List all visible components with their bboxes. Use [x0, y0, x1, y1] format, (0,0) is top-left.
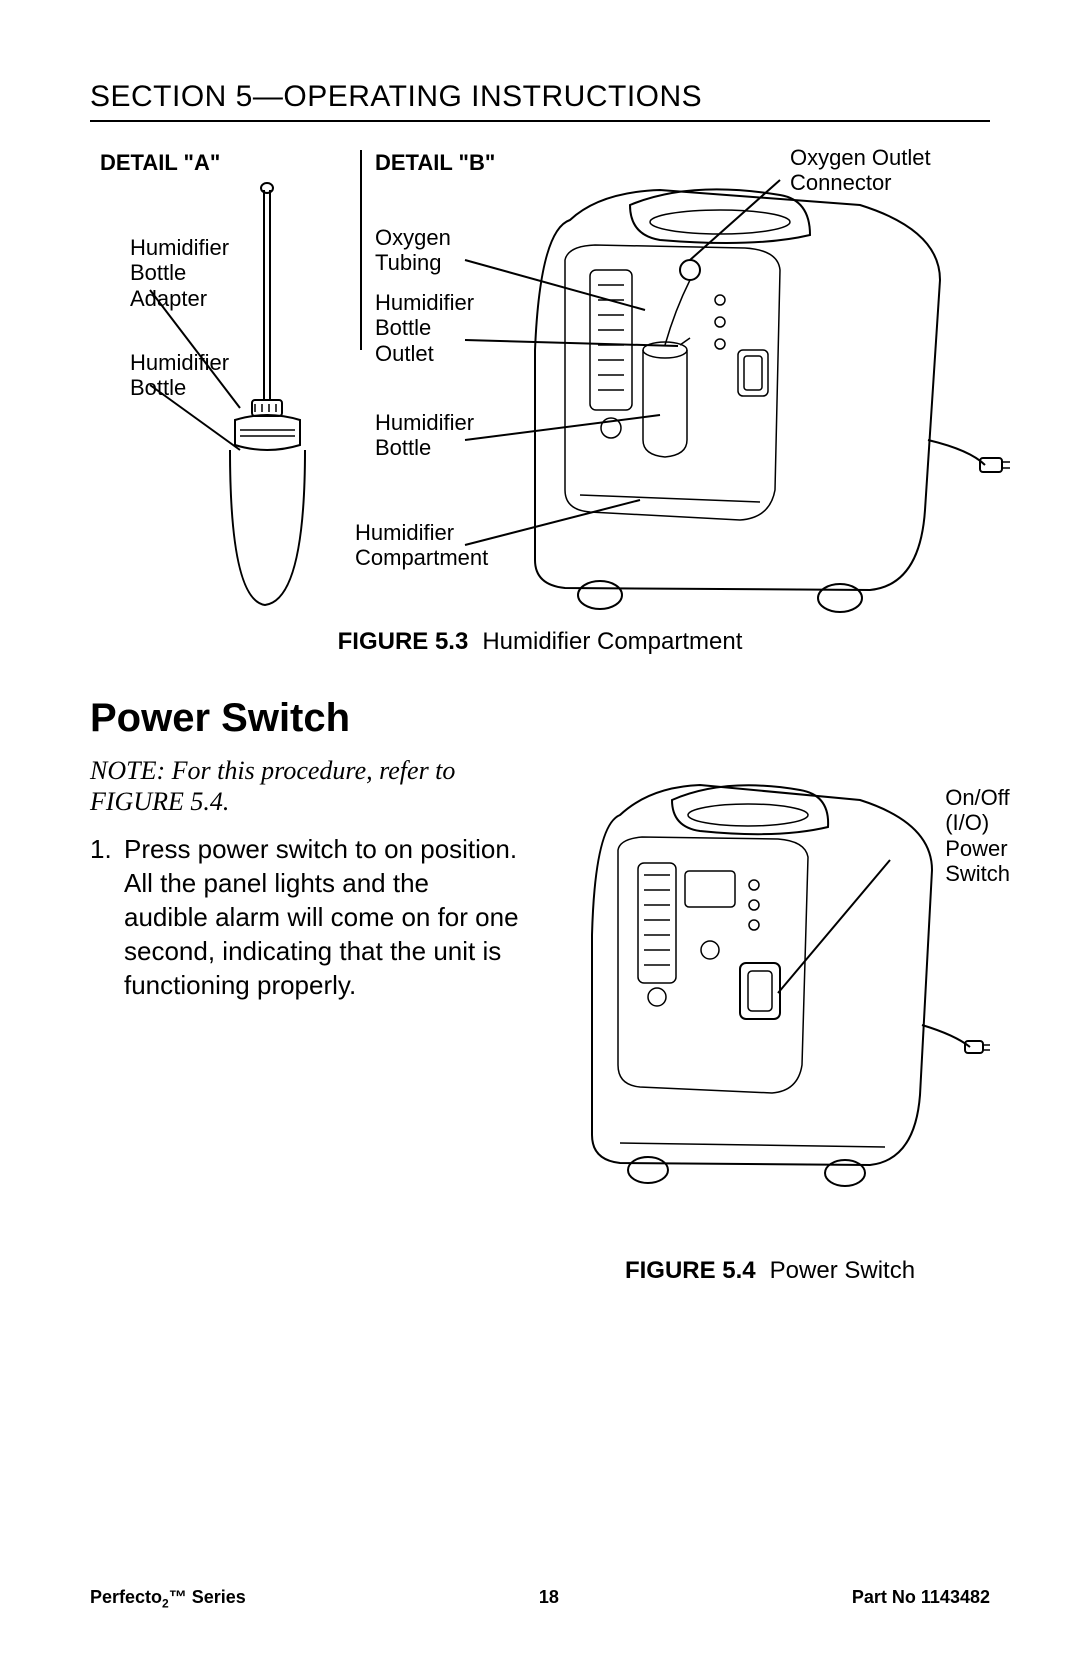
detail-b-svg: [480, 150, 1010, 610]
figure-5-3-diagram: DETAIL "A" Humidifier Bottle Adapter Hum…: [90, 150, 990, 620]
figure-5-4-svg: [540, 745, 990, 1215]
footer-series: Perfecto2™ Series: [90, 1587, 246, 1611]
figure-5-4-num: FIGURE 5.4: [625, 1257, 756, 1284]
figure-5-4-caption: FIGURE 5.4 Power Switch: [550, 1257, 990, 1285]
section-header: SECTION 5—OPERATING INSTRUCTIONS: [90, 80, 990, 122]
detail-b-title: DETAIL "B": [375, 150, 495, 176]
page-footer: Perfecto2™ Series 18 Part No 1143482: [90, 1587, 990, 1611]
figure-5-3-num: FIGURE 5.3: [338, 628, 469, 655]
power-switch-heading: Power Switch: [90, 696, 990, 741]
footer-series-sub: 2: [162, 1597, 169, 1611]
step-1-number: 1.: [90, 833, 124, 1002]
footer-series-name: Perfecto: [90, 1587, 162, 1607]
label-humidifier-compartment: Humidifier Compartment: [355, 520, 488, 571]
footer-series-tm: ™: [169, 1587, 187, 1607]
detail-divider: [360, 150, 362, 350]
step-1-text: Press power switch to on position. All t…: [124, 833, 520, 1002]
footer-series-suffix: Series: [187, 1587, 246, 1607]
detail-a-svg: [170, 160, 370, 620]
figure-5-3-text: Humidifier Compartment: [482, 628, 742, 655]
label-humidifier-bottle-outlet: Humidifier Bottle Outlet: [375, 290, 474, 366]
footer-part-no: Part No 1143482: [852, 1587, 990, 1611]
label-oxygen-tubing: Oxygen Tubing: [375, 225, 451, 276]
figure-5-3-caption: FIGURE 5.3 Humidifier Compartment: [90, 628, 990, 656]
label-humidifier-bottle-b: Humidifier Bottle: [375, 410, 474, 461]
figure-5-4-diagram: On/Off (I/O) Power Switch: [550, 755, 990, 1275]
power-switch-note: NOTE: For this procedure, refer to FIGUR…: [90, 755, 520, 817]
figure-5-4-text: Power Switch: [770, 1257, 915, 1284]
footer-page-number: 18: [539, 1587, 559, 1611]
step-1: 1. Press power switch to on position. Al…: [90, 833, 520, 1002]
